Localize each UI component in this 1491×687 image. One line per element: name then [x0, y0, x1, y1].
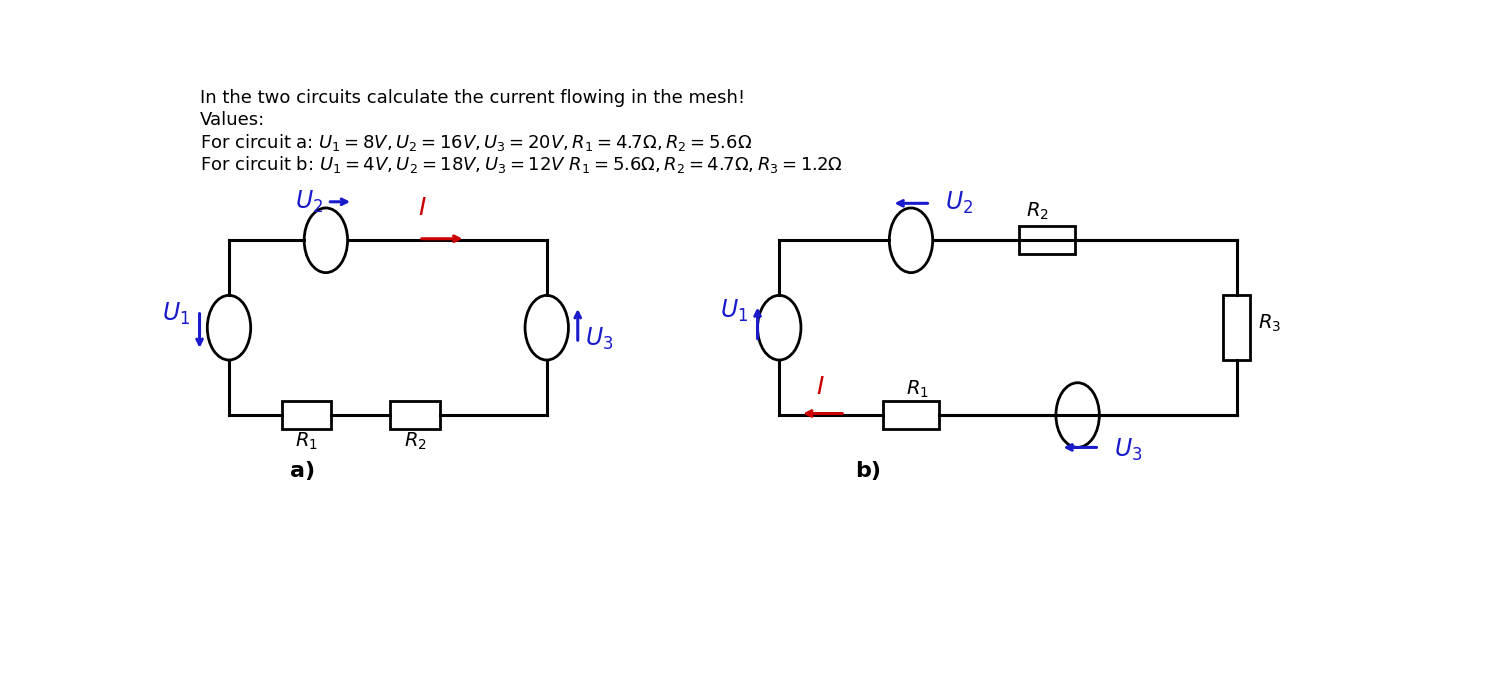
Text: $R_2$: $R_2$ [1026, 201, 1048, 222]
Text: $U_1$: $U_1$ [163, 301, 191, 327]
Text: $U_1$: $U_1$ [720, 297, 748, 324]
Text: $I$: $I$ [419, 196, 426, 220]
Text: $R_3$: $R_3$ [1257, 313, 1281, 335]
Text: Values:: Values: [200, 111, 265, 129]
Text: $I$: $I$ [816, 375, 825, 399]
Text: $U_3$: $U_3$ [1114, 437, 1142, 463]
Text: $R_1$: $R_1$ [905, 379, 929, 400]
Text: $U_2$: $U_2$ [295, 189, 324, 215]
Text: In the two circuits calculate the current flowing in the mesh!: In the two circuits calculate the curren… [200, 89, 746, 107]
Text: b): b) [856, 460, 881, 480]
Text: For circuit b: $U_1 = 4V, U_2 = 18V, U_3 = 12V\ R_1 = 5.6\Omega, R_2 = 4.7\Omega: For circuit b: $U_1 = 4V, U_2 = 18V, U_3… [200, 154, 842, 175]
Text: $U_2$: $U_2$ [945, 190, 974, 216]
Text: $U_3$: $U_3$ [586, 326, 614, 352]
Text: $R_2$: $R_2$ [404, 431, 426, 452]
Text: a): a) [291, 460, 315, 480]
Text: $R_1$: $R_1$ [295, 431, 318, 452]
Text: For circuit a: $U_1 = 8V, U_2 = 16V, U_3 = 20V, R_1 = 4.7\Omega, R_2 = 5.6\Omega: For circuit a: $U_1 = 8V, U_2 = 16V, U_3… [200, 133, 753, 153]
